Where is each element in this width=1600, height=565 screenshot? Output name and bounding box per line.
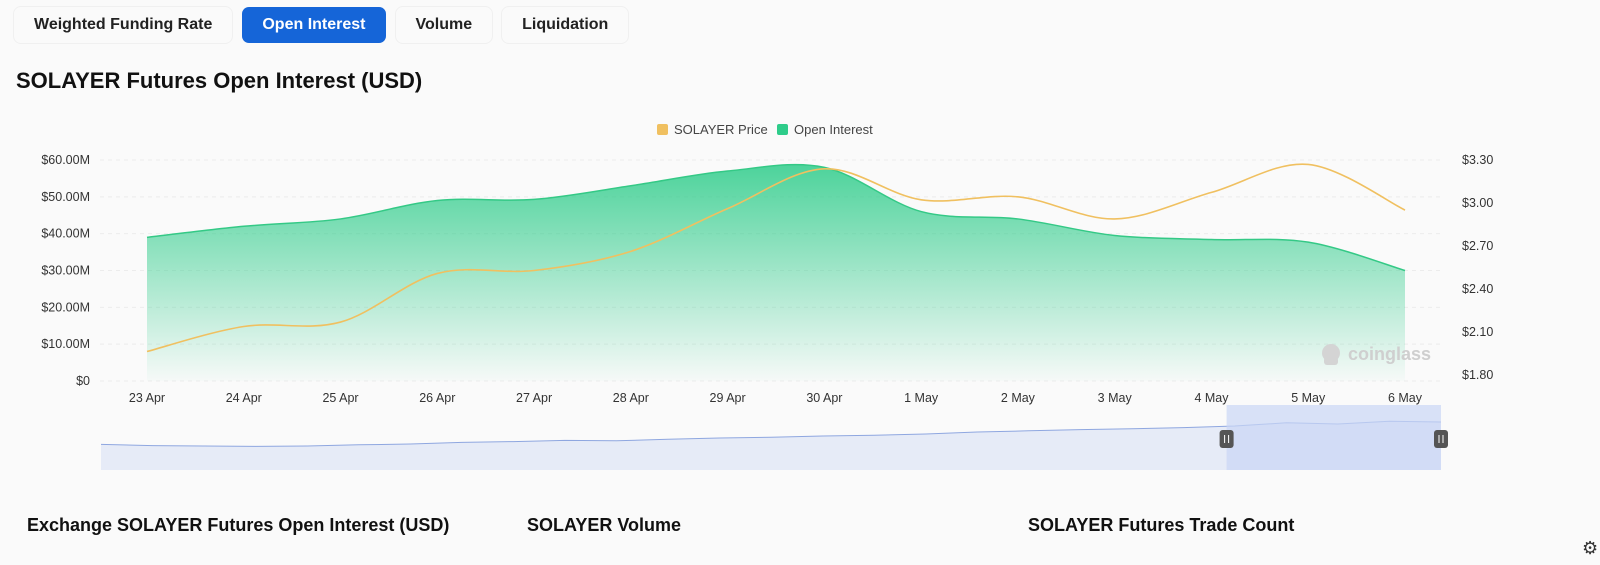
open-interest-chart: SOLAYER Price Open Interest $0 $10.00M $20.… [41,122,1493,470]
navigator-selection [1226,405,1441,470]
legend-swatch [657,124,668,135]
y-right-tick-label: $2.70 [1462,239,1493,253]
navigator-handle-right[interactable] [1434,430,1448,448]
y-right-tick-label: $2.10 [1462,325,1493,339]
x-tick-label: 2 May [1001,391,1036,405]
x-tick-label: 26 Apr [419,391,455,405]
navigator-handle-left[interactable] [1219,430,1234,448]
tab-weighted-funding-rate[interactable]: Weighted Funding Rate [14,7,233,43]
section-volume: SOLAYER Volume [527,515,682,535]
watermark: coinglass [1322,344,1431,365]
y-right-tick-label: $1.80 [1462,368,1493,382]
y-left-tick-label: $10.00M [41,337,90,351]
chart-tabs: Weighted Funding Rate Open Interest Volu… [14,7,629,43]
y-left-tick-label: $0 [76,374,90,388]
y-left-tick-label: $30.00M [41,264,90,278]
y-left-tick-label: $50.00M [41,190,90,204]
open-interest-line [146,163,1406,272]
x-tick-label: 27 Apr [516,391,552,405]
section-exchange-oi: Exchange SOLAYER Futures Open Interest (… [27,515,450,535]
tab-liquidation[interactable]: Liquidation [502,7,629,43]
range-navigator[interactable] [100,405,1448,470]
y-right-tick-label: $3.00 [1462,196,1493,210]
section-trade-count: SOLAYER Futures Trade Count [1028,515,1295,535]
x-tick-label: 4 May [1194,391,1229,405]
x-tick-label: 29 Apr [710,391,746,405]
y-right-tick-label: $3.30 [1462,153,1493,167]
legend-label: Open Interest [794,122,873,137]
y-left-tick-label: $20.00M [41,300,90,314]
x-tick-label: 1 May [904,391,939,405]
y-right-tick-label: $2.40 [1462,282,1493,296]
x-tick-label: 6 May [1388,391,1423,405]
gear-icon[interactable]: ⚙ [1582,538,1599,558]
x-tick-label: 24 Apr [226,391,262,405]
page-title: SOLAYER Futures Open Interest (USD) [16,68,423,93]
x-tick-label: 23 Apr [129,391,165,405]
x-tick-label: 5 May [1291,391,1326,405]
tab-volume[interactable]: Volume [395,7,493,43]
navigator-line [100,420,1442,447]
tab-open-interest[interactable]: Open Interest [242,7,386,43]
navigator-area [101,421,1441,470]
y-left-tick-label: $40.00M [41,227,90,241]
y-left-tick-label: $60.00M [41,153,90,167]
x-tick-label: 28 Apr [613,391,649,405]
legend-swatch [777,124,788,135]
watermark-text: coinglass [1348,344,1431,364]
x-tick-label: 3 May [1098,391,1133,405]
price-line [146,163,1406,353]
coinglass-logo-icon [1322,344,1340,365]
x-tick-label: 25 Apr [322,391,358,405]
open-interest-area [147,164,1405,381]
x-tick-label: 30 Apr [806,391,842,405]
legend-label: SOLAYER Price [674,122,768,137]
